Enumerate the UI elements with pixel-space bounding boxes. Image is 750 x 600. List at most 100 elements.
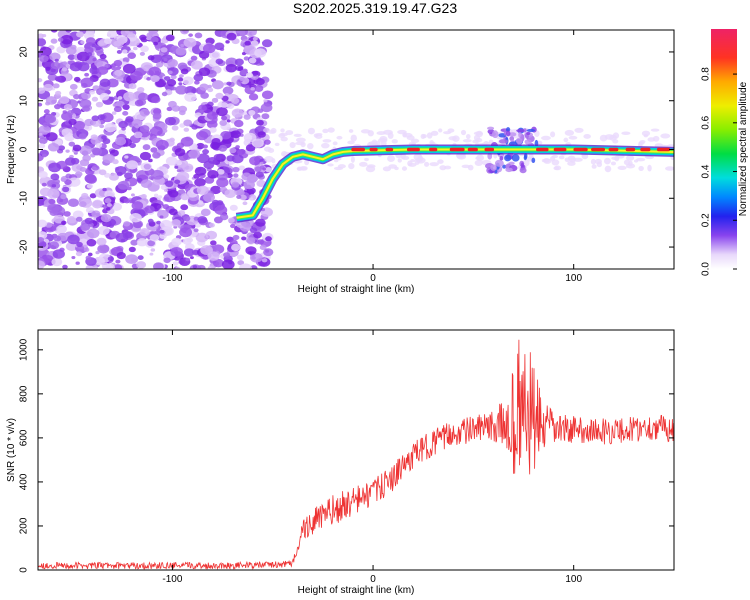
y-tick-label: -10 [19,191,30,206]
halo-blob [638,142,643,148]
noise-blob [168,189,179,198]
noise-blob [48,162,61,173]
noise-blob [61,220,67,225]
noise-blob [231,243,241,252]
noise-blob [165,34,175,42]
noise-blob [122,111,129,116]
noise-blob [191,124,199,130]
x-tick-label: 100 [565,574,582,585]
noise-blob [65,149,70,153]
noise-blob [85,37,96,45]
noise-blob [104,172,111,178]
noise-blob [189,256,194,260]
noise-blob [126,160,139,170]
halo-blob [665,166,674,171]
noise-blob [79,145,93,156]
noise-blob [149,126,163,136]
noise-blob [193,173,200,179]
noise-blob [120,30,130,37]
noise-blob [188,149,201,159]
noise-blob [159,215,164,219]
noise-blob [92,58,97,62]
noise-blob [224,93,229,97]
halo-blob [387,132,394,139]
interference-blob [504,154,512,162]
noise-blob [131,201,144,211]
halo-blob [430,130,439,136]
noise-blob [166,106,173,112]
halo-blob [327,127,335,133]
noise-blob [249,252,263,263]
noise-blob [38,260,45,269]
noise-blob [220,131,232,140]
noise-blob [236,254,245,261]
noise-blob [233,173,239,178]
noise-blob [136,238,148,247]
noise-blob [242,201,248,206]
noise-blob [199,83,209,91]
noise-blob [243,44,257,55]
noise-blob [252,36,258,41]
noise-blob [38,102,43,107]
noise-blob [217,168,225,175]
noise-blob [139,34,147,41]
noise-blob [171,105,181,112]
noise-blob [99,124,105,129]
noise-blob [265,166,272,173]
noise-blob [257,239,265,245]
noise-blob [159,229,165,234]
halo-blob [365,165,376,173]
noise-blob [130,239,139,246]
colorbar-tick-label: 0.8 [701,67,712,81]
noise-blob [66,110,74,116]
noise-blob [183,37,197,48]
halo-blob [437,159,444,164]
noise-blob [116,252,126,260]
noise-blob [89,193,97,199]
x-tick-label: -100 [162,273,182,284]
noise-blob [148,32,154,37]
noise-blob [69,83,78,90]
halo-blob [650,128,660,132]
noise-blob [254,48,267,58]
noise-blob [91,147,100,154]
halo-blob [333,158,339,163]
noise-blob [157,195,163,199]
noise-blob [75,216,83,222]
y-tick-label: 10 [19,95,30,107]
noise-blob [113,106,122,113]
noise-blob [164,116,176,126]
y-tick-label: 400 [19,473,30,490]
noise-blob [42,122,49,127]
noise-blob [65,46,77,55]
halo-blob [610,161,616,166]
noise-blob [150,248,156,252]
interference-blob [515,137,523,145]
noise-blob [220,102,228,108]
noise-blob [135,125,140,129]
noise-blob [261,39,273,48]
noise-blob [81,192,89,199]
noise-blob [209,50,221,60]
noise-blob [222,86,234,95]
noise-blob [161,91,168,97]
colorbar-tick-label: 0.4 [701,164,712,178]
interference-blob [516,129,525,133]
noise-blob [133,46,138,51]
noise-blob [101,135,107,140]
noise-blob [178,82,183,86]
noise-blob [87,228,100,239]
noise-blob [148,66,162,77]
noise-blob [97,225,110,236]
noise-blob [84,124,93,131]
noise-blob [106,202,112,207]
noise-blob [147,55,155,61]
noise-blob [165,156,178,166]
noise-blob [249,156,262,166]
y-tick-label: 800 [19,385,30,402]
noise-blob [223,82,228,86]
noise-blob [65,30,72,33]
noise-blob [67,198,79,208]
noise-blob [80,40,85,44]
